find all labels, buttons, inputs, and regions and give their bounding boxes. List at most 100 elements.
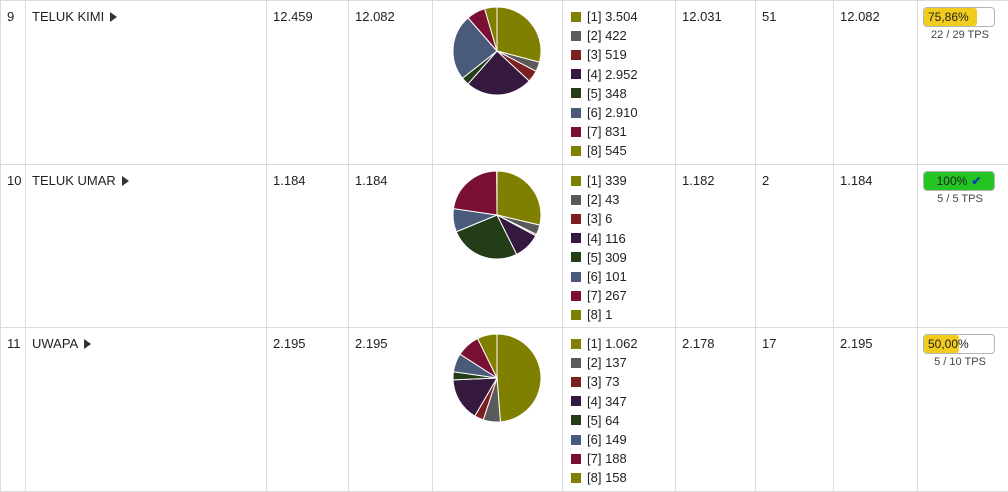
caret-right-icon[interactable] [122,176,129,186]
legend-label: [4] 347 [587,392,627,411]
value-col2: 2.195 [349,328,432,351]
legend-swatch [571,310,581,320]
tps-count: 5 / 5 TPS [923,193,997,205]
progress-percent: 50,00% [928,337,969,351]
legend-swatch [571,454,581,464]
legend-swatch [571,435,581,445]
value-col1: 12.459 [267,1,348,24]
legend-swatch [571,415,581,425]
row-number: 10 [1,165,25,188]
value-col2: 12.082 [349,1,432,24]
legend-swatch [571,69,581,79]
legend-label: [1] 339 [587,171,627,190]
legend-label: [8] 1 [587,305,612,324]
legend-item: [5] 309 [571,248,675,267]
legend-item: [8] 545 [571,141,675,160]
legend-swatch [571,195,581,205]
region-name-link[interactable]: TELUK KIMI [26,1,266,24]
legend-label: [7] 267 [587,286,627,305]
legend-swatch [571,31,581,41]
table-row: 10 TELUK UMAR 1.184 1.184 [1] 339[2] 43[… [1,165,1008,328]
legend-item: [2] 137 [571,353,675,372]
table-row: 11 UWAPA 2.195 2.195 [1] 1.062[2] 137[3]… [1,328,1008,492]
legend-swatch [571,233,581,243]
legend-item: [6] 149 [571,430,675,449]
progress-label: 50,00% [924,335,994,353]
legend-swatch [571,473,581,483]
legend-item: [4] 116 [571,229,675,248]
legend-item: [4] 2.952 [571,65,675,84]
legend-label: [5] 309 [587,248,627,267]
legend-label: [2] 137 [587,353,627,372]
legend-swatch [571,252,581,262]
legend-label: [8] 545 [587,141,627,160]
legend-label: [3] 519 [587,45,627,64]
legend-swatch [571,272,581,282]
value-col5: 12.082 [834,1,917,24]
legend-swatch [571,291,581,301]
legend-item: [8] 1 [571,305,675,324]
legend-swatch [571,176,581,186]
legend-label: [1] 1.062 [587,334,638,353]
legend-swatch [571,146,581,156]
legend-item: [4] 347 [571,392,675,411]
legend-label: [2] 43 [587,190,620,209]
row-number: 11 [1,328,25,351]
legend-item: [3] 6 [571,209,675,228]
caret-right-icon[interactable] [110,12,117,22]
legend-item: [5] 348 [571,84,675,103]
value-col4: 2 [756,165,833,188]
legend-label: [6] 149 [587,430,627,449]
value-col3: 1.182 [676,165,755,188]
region-name-link[interactable]: UWAPA [26,328,266,351]
pie-cell [433,165,563,328]
legend-item: [6] 2.910 [571,103,675,122]
region-name: UWAPA [32,336,78,351]
legend-label: [1] 3.504 [587,7,638,26]
region-name: TELUK UMAR [32,173,116,188]
legend-label: [8] 158 [587,468,627,487]
vote-pie-chart [451,169,543,261]
legend-label: [6] 101 [587,267,627,286]
pie-cell [433,1,563,165]
tps-count: 22 / 29 TPS [923,29,997,41]
caret-right-icon[interactable] [84,339,91,349]
legend-item: [1] 3.504 [571,7,675,26]
legend-item: [1] 1.062 [571,334,675,353]
legend-label: [7] 831 [587,122,627,141]
progress-percent: 100% [937,174,968,188]
vote-pie-chart [451,332,543,424]
legend-swatch [571,377,581,387]
progress-bar: 75,86% [923,7,995,27]
region-name-link[interactable]: TELUK UMAR [26,165,266,188]
legend-item: [8] 158 [571,468,675,487]
value-col3: 2.178 [676,328,755,351]
value-col4: 17 [756,328,833,351]
legend-label: [4] 116 [587,229,626,248]
legend-item: [2] 43 [571,190,675,209]
legend-swatch [571,12,581,22]
pie-legend: [1] 1.062[2] 137[3] 73[4] 347[5] 64[6] 1… [563,328,675,488]
legend-swatch [571,108,581,118]
legend-swatch [571,339,581,349]
legend-item: [6] 101 [571,267,675,286]
value-col2: 1.184 [349,165,432,188]
value-col5: 1.184 [834,165,917,188]
vote-pie-chart [451,5,543,97]
legend-swatch [571,358,581,368]
region-name: TELUK KIMI [32,9,104,24]
value-col1: 2.195 [267,328,348,351]
legend-swatch [571,88,581,98]
legend-label: [5] 64 [587,411,620,430]
legend-item: [3] 519 [571,45,675,64]
legend-item: [2] 422 [571,26,675,45]
row-number: 9 [1,1,25,24]
legend-item: [3] 73 [571,372,675,391]
check-icon: ✔ [971,174,981,188]
pie-legend: [1] 339[2] 43[3] 6[4] 116[5] 309[6] 101[… [563,165,675,325]
legend-label: [3] 6 [587,209,612,228]
progress-label: 100%✔ [924,172,994,190]
value-col5: 2.195 [834,328,917,351]
legend-label: [2] 422 [587,26,627,45]
legend-swatch [571,214,581,224]
